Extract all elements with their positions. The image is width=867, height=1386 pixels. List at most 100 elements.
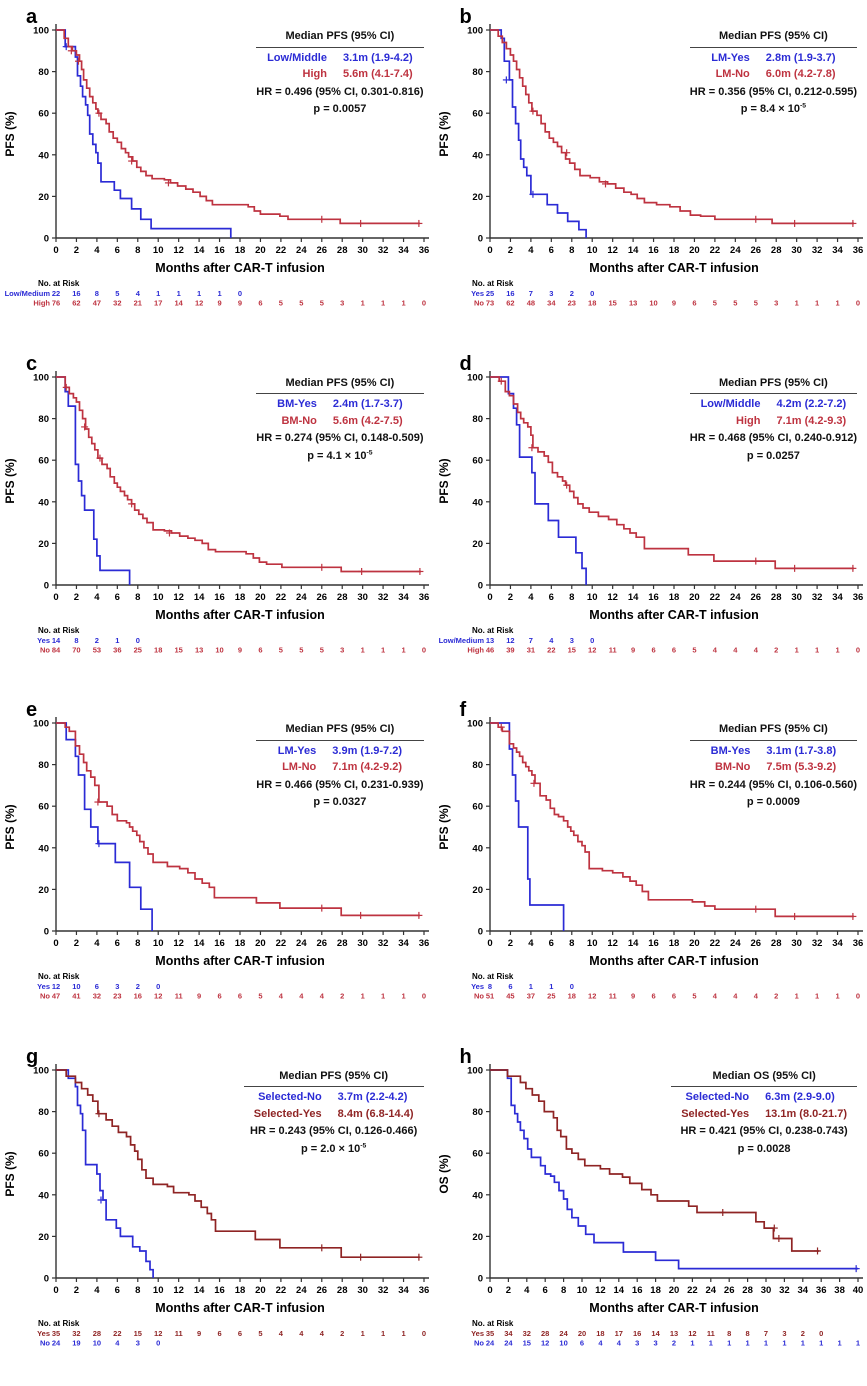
risk-count: 4 bbox=[733, 645, 738, 654]
risk-count: 6 bbox=[671, 992, 675, 1001]
risk-row-label: No bbox=[474, 992, 484, 1001]
x-tick-label: 12 bbox=[173, 938, 184, 949]
risk-count: 1 bbox=[361, 645, 365, 654]
y-tick-label: 100 bbox=[467, 26, 483, 37]
x-tick-label: 2 bbox=[505, 1285, 510, 1296]
panel-a: a 0 20 40 60 80 100 0 2 4 6 8 10 12 14 16 18 20 22 24 26 28 30… bbox=[0, 0, 434, 347]
risk-count: 21 bbox=[134, 299, 142, 308]
y-tick-label: 100 bbox=[33, 719, 49, 730]
risk-count: 1 bbox=[800, 1338, 804, 1347]
risk-count: 16 bbox=[506, 289, 514, 298]
legend-series-median: 8.4m (6.8-14.4) bbox=[337, 1107, 414, 1120]
risk-count: 41 bbox=[72, 992, 80, 1001]
x-tick-label: 8 bbox=[569, 938, 574, 949]
x-tick-label: 16 bbox=[214, 1285, 225, 1296]
x-tick-label: 30 bbox=[791, 592, 802, 603]
risk-count: 25 bbox=[485, 289, 493, 298]
x-tick-label: 2 bbox=[74, 1285, 79, 1296]
x-tick-label: 6 bbox=[548, 592, 553, 603]
risk-count: 12 bbox=[154, 992, 162, 1001]
y-axis-label: PFS (%) bbox=[3, 458, 17, 503]
risk-count: 73 bbox=[485, 299, 493, 308]
y-tick-label: 80 bbox=[38, 67, 49, 78]
risk-count: 1 bbox=[177, 289, 181, 298]
x-tick-label: 12 bbox=[595, 1285, 606, 1296]
risk-row-label: High bbox=[33, 299, 50, 308]
km-curve-selected-yes bbox=[489, 1068, 819, 1252]
risk-count: 28 bbox=[93, 1329, 101, 1338]
y-tick-label: 60 bbox=[38, 109, 49, 120]
risk-count: 1 bbox=[361, 299, 365, 308]
risk-count: 6 bbox=[651, 645, 655, 654]
risk-count: 1 bbox=[815, 645, 819, 654]
risk-count: 0 bbox=[569, 982, 573, 991]
x-tick-label: 6 bbox=[115, 1285, 120, 1296]
x-tick-label: 16 bbox=[214, 938, 225, 949]
risk-count: 0 bbox=[156, 1338, 160, 1347]
legend-series-name: High bbox=[736, 414, 761, 427]
risk-table-title: No. at Risk bbox=[472, 626, 514, 635]
x-tick-label: 20 bbox=[689, 245, 700, 256]
risk-row-label: High bbox=[467, 645, 484, 654]
risk-table-title: No. at Risk bbox=[472, 1319, 514, 1328]
panel-h: h 0 20 40 60 80 100 0 2 4 6 8 10 12 14 16 18 20 22 24 26 28 30… bbox=[434, 1040, 867, 1386]
risk-count: 25 bbox=[134, 645, 142, 654]
x-tick-label: 10 bbox=[576, 1285, 587, 1296]
x-tick-label: 26 bbox=[316, 592, 327, 603]
x-tick-label: 12 bbox=[607, 592, 618, 603]
x-tick-label: 8 bbox=[569, 592, 574, 603]
risk-count: 0 bbox=[422, 1329, 426, 1338]
risk-count: 1 bbox=[835, 299, 839, 308]
p-value-exponent: -5 bbox=[360, 1141, 367, 1149]
risk-count: 3 bbox=[569, 636, 573, 645]
risk-count: 1 bbox=[815, 299, 819, 308]
x-tick-label: 4 bbox=[94, 938, 100, 949]
x-tick-label: 18 bbox=[235, 1285, 246, 1296]
risk-count: 24 bbox=[504, 1338, 513, 1347]
legend-series-median: 2.8m (1.9-3.7) bbox=[765, 51, 836, 64]
risk-count: 18 bbox=[567, 992, 575, 1001]
risk-count: 1 bbox=[381, 299, 385, 308]
km-curve-lm-no bbox=[56, 722, 420, 917]
x-tick-label: 26 bbox=[750, 245, 761, 256]
legend-h: Median OS (95% CI) Selected-No 6.3m (2.9-9… bbox=[671, 1068, 857, 1158]
y-tick-label: 20 bbox=[38, 1231, 49, 1242]
legend-series-name: Selected-No bbox=[685, 1091, 750, 1103]
risk-count: 16 bbox=[134, 992, 142, 1001]
x-tick-label: 28 bbox=[337, 1285, 348, 1296]
x-tick-label: 26 bbox=[316, 245, 327, 256]
panel-letter-g: g bbox=[26, 1045, 39, 1068]
legend-rows: Selected-No 6.3m (2.9-9.0) Selected-Yes 13.… bbox=[671, 1087, 857, 1122]
risk-count: 9 bbox=[197, 992, 201, 1001]
risk-count: 22 bbox=[52, 289, 60, 298]
x-tick-label: 34 bbox=[832, 245, 843, 256]
x-tick-label: 0 bbox=[487, 938, 492, 949]
x-tick-label: 18 bbox=[650, 1285, 661, 1296]
x-tick-label: 18 bbox=[235, 938, 246, 949]
risk-count: 14 bbox=[651, 1329, 660, 1338]
risk-table-title: No. at Risk bbox=[472, 972, 514, 981]
risk-count: 6 bbox=[258, 645, 262, 654]
y-tick-label: 60 bbox=[472, 802, 483, 813]
x-tick-label: 6 bbox=[115, 592, 120, 603]
x-axis-label: Months after CAR-T infusion bbox=[155, 954, 324, 968]
x-tick-label: 24 bbox=[730, 245, 741, 256]
x-tick-label: 16 bbox=[214, 245, 225, 256]
x-tick-label: 14 bbox=[627, 592, 638, 603]
risk-count: 4 bbox=[299, 992, 304, 1001]
risk-count: 13 bbox=[195, 645, 203, 654]
legend-series-name: Selected-Yes bbox=[253, 1107, 322, 1120]
x-tick-label: 36 bbox=[419, 592, 430, 603]
risk-count: 16 bbox=[72, 289, 80, 298]
x-tick-label: 8 bbox=[135, 1285, 140, 1296]
risk-count: 25 bbox=[547, 992, 555, 1001]
risk-count: 2 bbox=[136, 982, 140, 991]
y-tick-label: 60 bbox=[38, 802, 49, 813]
risk-count: 12 bbox=[588, 645, 596, 654]
risk-count: 35 bbox=[52, 1329, 60, 1338]
risk-count: 84 bbox=[52, 645, 61, 654]
risk-count: 8 bbox=[727, 1329, 731, 1338]
risk-count: 1 bbox=[837, 1338, 841, 1347]
y-tick-label: 60 bbox=[38, 455, 49, 466]
